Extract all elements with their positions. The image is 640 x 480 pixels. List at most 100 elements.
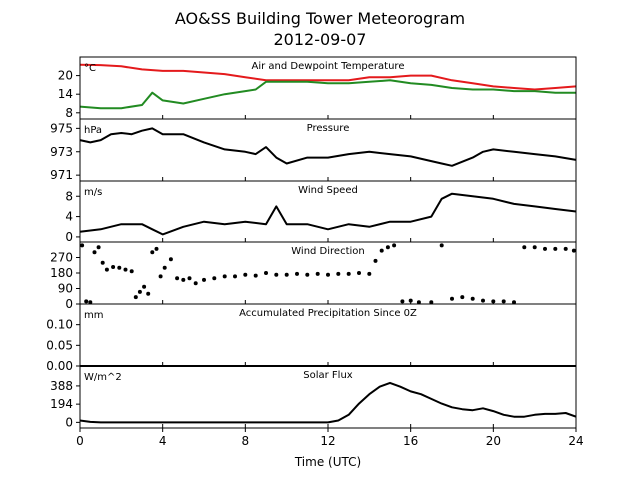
- wind-direction-point: [96, 245, 101, 250]
- wind-direction-point: [367, 271, 372, 276]
- wind-direction-point: [142, 284, 147, 289]
- x-tick-label: 24: [568, 434, 583, 448]
- y-tick-label: 270: [50, 251, 73, 265]
- x-tick-label: 16: [403, 434, 418, 448]
- y-tick-label: 8: [65, 106, 73, 120]
- wind-direction-point: [295, 271, 299, 276]
- series-line-1-0: [79, 127, 577, 167]
- wind-direction-point: [571, 248, 576, 253]
- panel-1: 971 973 975 Pressure hPa: [50, 118, 577, 182]
- x-tick-label: 20: [486, 434, 501, 448]
- wind-direction-point: [439, 243, 444, 248]
- wind-direction-point: [429, 300, 434, 305]
- wind-direction-point: [346, 271, 351, 276]
- y-tick-label: 20: [58, 69, 73, 83]
- wind-direction-point: [162, 265, 167, 270]
- wind-direction-point: [470, 296, 475, 301]
- x-axis: 0 4 8 12 16 20 24: [76, 428, 584, 448]
- wind-direction-point: [400, 299, 405, 304]
- wind-direction-point: [233, 274, 237, 279]
- wind-direction-point: [181, 277, 186, 282]
- wind-direction-point: [92, 250, 97, 255]
- wind-direction-point: [392, 243, 397, 248]
- wind-direction-point: [154, 246, 159, 251]
- wind-direction-point: [481, 298, 485, 303]
- x-tick-label: 12: [320, 434, 335, 448]
- y-tick-label: 0: [65, 297, 73, 311]
- wind-direction-point: [84, 299, 89, 304]
- wind-direction-point: [212, 276, 217, 281]
- wind-direction-point: [563, 246, 568, 251]
- wind-direction-point: [88, 300, 93, 305]
- wind-direction-point: [522, 245, 527, 250]
- wind-direction-point: [284, 272, 289, 277]
- wind-direction-point: [501, 299, 506, 304]
- wind-direction-point: [168, 257, 173, 262]
- wind-direction-point: [379, 248, 384, 253]
- wind-direction-point: [175, 276, 180, 281]
- panel-title: Wind Direction: [291, 246, 365, 257]
- panel-unit: W/m^2: [84, 372, 122, 383]
- y-tick-label: 0: [65, 230, 73, 244]
- wind-direction-point: [137, 289, 142, 294]
- wind-direction-point: [450, 296, 454, 301]
- wind-direction-point: [253, 273, 258, 278]
- panel-title: Pressure: [307, 123, 350, 134]
- wind-direction-point: [373, 258, 378, 263]
- y-tick-label: 0.05: [46, 338, 73, 352]
- chart-subtitle: 2012-09-07: [274, 30, 367, 49]
- wind-direction-point: [326, 272, 330, 277]
- wind-direction-point: [111, 265, 116, 269]
- y-tick-label: 180: [50, 266, 73, 280]
- panel-5: 0 194 388 Solar Flux W/m^2: [50, 365, 577, 429]
- x-tick-label: 4: [159, 434, 167, 448]
- panel-title: Accumulated Precipitation Since 0Z: [239, 308, 417, 319]
- wind-direction-point: [460, 295, 465, 300]
- wind-direction-point: [336, 271, 341, 276]
- y-tick-label: 388: [50, 379, 73, 393]
- wind-direction-point: [100, 260, 105, 265]
- wind-direction-point: [150, 250, 155, 255]
- wind-direction-point: [158, 274, 163, 279]
- y-tick-label: 8: [65, 189, 73, 203]
- panel-title: Solar Flux: [303, 370, 353, 381]
- wind-direction-point: [305, 272, 310, 277]
- y-tick-label: 0: [65, 415, 73, 429]
- y-tick-label: 0.10: [46, 318, 73, 332]
- series-line-2-0: [79, 192, 577, 236]
- wind-direction-point: [129, 269, 134, 274]
- y-tick-label: 973: [50, 145, 73, 159]
- panel-title: Wind Speed: [298, 185, 358, 196]
- y-tick-label: 0.00: [46, 359, 73, 373]
- panel-title: Air and Dewpoint Temperature: [252, 61, 405, 72]
- wind-direction-point: [187, 276, 192, 281]
- wind-direction-point: [202, 277, 206, 282]
- wind-direction-point: [543, 246, 547, 251]
- wind-direction-point: [146, 291, 151, 296]
- wind-direction-point: [553, 246, 558, 251]
- panel-2: 0 4 8 Wind Speed m/s: [65, 180, 577, 244]
- y-tick-label: 194: [50, 397, 73, 411]
- wind-direction-point: [532, 245, 537, 250]
- wind-direction-point: [274, 272, 279, 277]
- wind-direction-point: [193, 281, 198, 286]
- wind-direction-point: [264, 271, 268, 275]
- wind-direction-point: [80, 243, 85, 248]
- wind-direction-point: [512, 300, 516, 305]
- panel-0: 8 14 20 Air and Dewpoint Temperature °C: [58, 56, 577, 120]
- wind-direction-point: [243, 272, 248, 277]
- wind-direction-point: [123, 267, 128, 272]
- wind-direction-point: [357, 271, 361, 275]
- wind-direction-point: [133, 295, 138, 300]
- y-tick-label: 90: [58, 282, 73, 296]
- chart-title: AO&SS Building Tower Meteorogram: [175, 9, 465, 28]
- panel-unit: m/s: [84, 187, 102, 198]
- wind-direction-point: [315, 271, 320, 276]
- wind-direction-point: [416, 300, 421, 305]
- series-line-5-0: [79, 381, 577, 424]
- panel-unit: hPa: [84, 125, 102, 136]
- panel-4: 0.00 0.05 0.10 Accumulated Precipitation Si…: [46, 303, 577, 373]
